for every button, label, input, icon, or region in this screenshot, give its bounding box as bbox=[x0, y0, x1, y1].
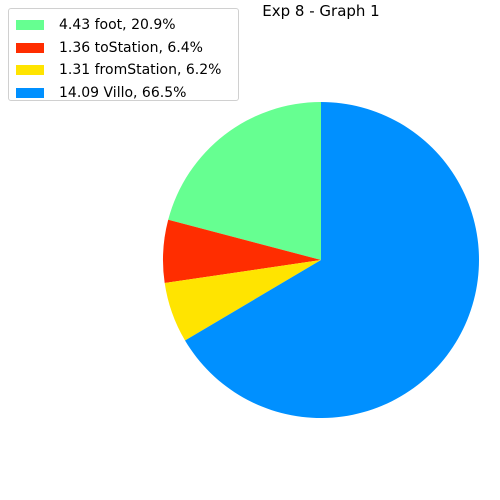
chart-legend: 4.43 foot, 20.9% 1.36 toStation, 6.4% 1.… bbox=[8, 8, 239, 101]
legend-label-tostation: 1.36 toStation, 6.4% bbox=[59, 39, 203, 56]
legend-swatch-fromstation bbox=[16, 65, 44, 76]
pie-slice-foot bbox=[168, 102, 321, 260]
legend-item-tostation: 1.36 toStation, 6.4% bbox=[15, 37, 238, 60]
pie-slices bbox=[162, 102, 479, 418]
legend-swatch-tostation bbox=[16, 42, 44, 53]
legend-swatch-villo bbox=[16, 87, 44, 98]
legend-item-foot: 4.43 foot, 20.9% bbox=[15, 14, 238, 37]
legend-item-fromstation: 1.31 fromStation, 6.2% bbox=[15, 59, 238, 82]
legend-label-fromstation: 1.31 fromStation, 6.2% bbox=[59, 62, 222, 79]
pie-slice-villo bbox=[185, 102, 479, 418]
legend-label-villo: 14.09 Villo, 66.5% bbox=[59, 84, 187, 101]
pie-slice-tostation bbox=[162, 219, 321, 283]
legend-swatch-foot bbox=[16, 20, 44, 31]
chart-title: Exp 8 - Graph 1 bbox=[262, 2, 379, 20]
pie-slice-fromstation bbox=[164, 260, 321, 341]
legend-item-villo: 14.09 Villo, 66.5% bbox=[15, 82, 238, 105]
legend-label-foot: 4.43 foot, 20.9% bbox=[59, 17, 176, 34]
